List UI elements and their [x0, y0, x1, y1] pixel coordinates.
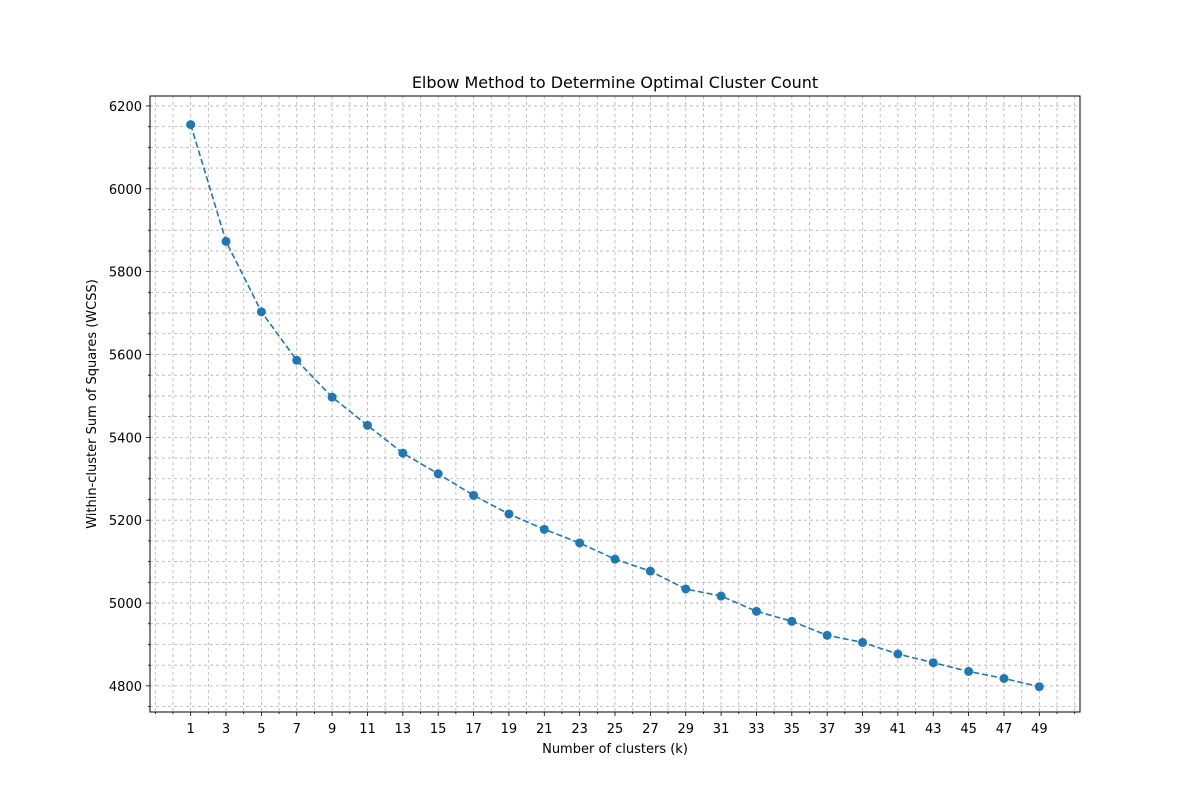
data-point: [787, 616, 797, 626]
x-tick-label: 47: [996, 722, 1013, 737]
x-tick-label: 15: [430, 722, 447, 737]
x-tick-label: 19: [501, 722, 518, 737]
x-tick-label: 31: [713, 722, 730, 737]
x-tick-label: 21: [536, 722, 553, 737]
x-tick-label: 23: [571, 722, 588, 737]
y-tick-label: 6200: [109, 100, 142, 115]
plot-frame: [149, 95, 1081, 713]
x-tick-label: 29: [677, 722, 694, 737]
x-tick-label: 3: [222, 722, 230, 737]
data-point: [292, 355, 302, 365]
data-point: [575, 538, 585, 548]
y-tick-label: 5200: [109, 514, 142, 529]
x-tick-label: 33: [748, 722, 765, 737]
chart-title: Elbow Method to Determine Optimal Cluste…: [412, 73, 818, 92]
x-tick-label: 49: [1031, 722, 1048, 737]
data-point: [327, 392, 337, 402]
data-point: [681, 584, 691, 594]
x-tick-label: 35: [784, 722, 801, 737]
y-tick-label: 6000: [109, 183, 142, 198]
x-tick-label: 1: [187, 722, 195, 737]
y-tick-label: 5600: [109, 348, 142, 363]
data-point: [716, 591, 726, 601]
data-point: [751, 606, 761, 616]
y-axis-label: Within-cluster Sum of Squares (WCSS): [85, 279, 100, 529]
data-point: [362, 420, 372, 430]
y-tick-label: 4800: [109, 680, 142, 695]
data-point: [822, 630, 832, 640]
major-gridlines: [150, 96, 1080, 712]
data-point: [256, 307, 266, 317]
x-axis-label: Number of clusters (k): [542, 742, 688, 757]
x-tick-label: 17: [465, 722, 482, 737]
data-point: [893, 649, 903, 659]
x-tick-label: 39: [854, 722, 871, 737]
x-tick-label: 25: [607, 722, 624, 737]
data-point: [469, 490, 479, 500]
data-point: [999, 673, 1009, 683]
data-point: [433, 469, 443, 479]
y-tick-label: 5400: [109, 431, 142, 446]
x-tick-label: 11: [359, 722, 376, 737]
data-point: [539, 524, 549, 534]
data-point: [964, 666, 974, 676]
data-point: [504, 509, 514, 519]
data-point: [186, 120, 196, 130]
tick-labels: 1 3 5 7 9 11 13 15 17 19 21 23 25 27 29 31 33 35 37 39 41 43 4…: [109, 100, 1048, 737]
x-tick-label: 5: [257, 722, 265, 737]
data-point: [858, 637, 868, 647]
x-tick-label: 7: [293, 722, 301, 737]
x-tick-label: 27: [642, 722, 659, 737]
data-point: [221, 236, 231, 246]
x-tick-label: 13: [395, 722, 412, 737]
x-tick-label: 37: [819, 722, 836, 737]
x-tick-label: 41: [890, 722, 907, 737]
series-layer: [186, 120, 1044, 692]
data-point: [928, 658, 938, 668]
x-tick-label: 45: [960, 722, 977, 737]
x-tick-label: 9: [328, 722, 336, 737]
data-point: [1034, 682, 1044, 692]
y-tick-label: 5800: [109, 266, 142, 281]
data-point: [610, 554, 620, 564]
y-tick-label: 5000: [109, 597, 142, 612]
data-point: [398, 448, 408, 458]
x-tick-label: 43: [925, 722, 942, 737]
data-point: [645, 566, 655, 576]
